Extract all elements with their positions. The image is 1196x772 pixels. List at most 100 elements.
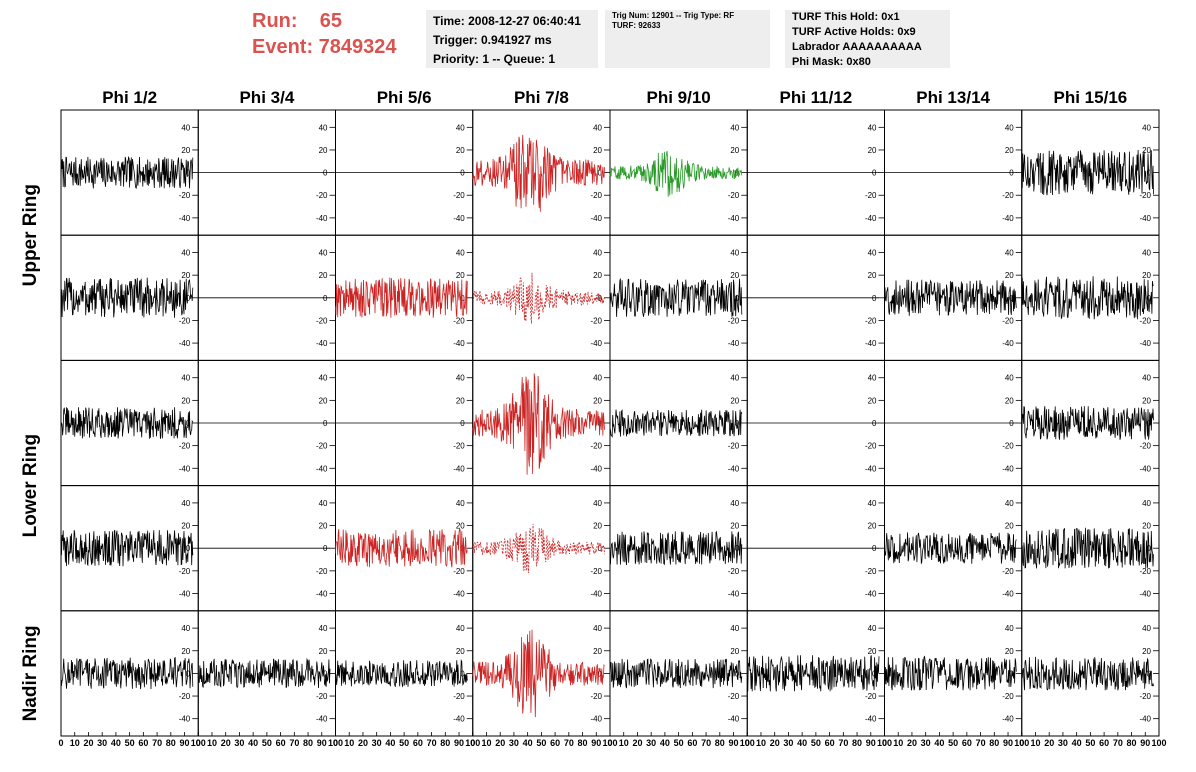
y-tick-label-r1-c6-4: 40: [868, 123, 877, 132]
x-tick-label-c2-4: 40: [248, 738, 258, 748]
y-tick-label-r2-c3-4: 40: [456, 249, 465, 258]
x-tick-label-c3-9: 90: [454, 738, 464, 748]
x-tick-label-c2-0: 0: [196, 738, 201, 748]
y-tick-label-r3-c6-2: 0: [872, 419, 877, 428]
y-tick-label-r5-c5-1: -20: [728, 692, 740, 701]
x-tick-label-c4-1: 10: [481, 738, 491, 748]
x-tick-label-c1-3: 30: [97, 738, 107, 748]
y-tick-label-r2-c1-0: -40: [179, 339, 191, 348]
waveform-r2-c3: [335, 277, 468, 318]
y-tick-label-r3-c3-3: 20: [456, 396, 465, 405]
y-tick-label-r5-c6-4: 40: [868, 624, 877, 633]
x-tick-label-c7-10: 100: [1014, 738, 1029, 748]
y-tick-label-r2-c2-4: 40: [319, 249, 328, 258]
y-tick-label-r2-c5-0: -40: [728, 339, 740, 348]
y-tick-label-r1-c3-0: -40: [453, 214, 465, 223]
x-tick-label-c4-3: 30: [509, 738, 519, 748]
y-tick-label-r2-c2-2: 0: [323, 294, 328, 303]
time-line: Time: 2008-12-27 06:40:41: [433, 14, 581, 28]
y-tick-label-r3-c8-3: 20: [1142, 396, 1151, 405]
y-tick-label-r5-c6-3: 20: [868, 647, 877, 656]
y-tick-label-r1-c6-0: -40: [865, 214, 877, 223]
x-tick-label-c7-8: 80: [989, 738, 999, 748]
x-tick-label-c3-8: 80: [440, 738, 450, 748]
y-tick-label-r1-c3-2: 0: [460, 169, 465, 178]
y-tick-label-r5-c8-2: 0: [1147, 669, 1152, 678]
y-tick-label-r5-c5-3: 20: [730, 647, 739, 656]
column-header-7: Phi 13/14: [916, 88, 990, 107]
x-tick-label-c5-10: 100: [740, 738, 755, 748]
y-tick-label-r5-c1-1: -20: [179, 692, 191, 701]
x-tick-label-c4-10: 100: [602, 738, 617, 748]
y-tick-label-r3-c7-2: 0: [1009, 419, 1014, 428]
y-tick-label-r5-c2-0: -40: [316, 715, 328, 724]
run-event-label: Run: 65 Event: 7849324: [252, 8, 397, 60]
ring-label-2: Lower Ring: [20, 434, 41, 537]
x-tick-label-c4-7: 70: [564, 738, 574, 748]
x-tick-label-c3-3: 30: [372, 738, 382, 748]
y-tick-label-r3-c5-2: 0: [735, 419, 740, 428]
y-tick-label-r4-c3-1: -20: [453, 567, 465, 576]
y-tick-label-r2-c8-2: 0: [1147, 294, 1152, 303]
y-tick-label-r1-c7-1: -20: [1002, 191, 1014, 200]
y-tick-label-r3-c5-1: -20: [728, 442, 740, 451]
y-tick-label-r5-c4-1: -20: [590, 692, 602, 701]
y-tick-label-r2-c4-4: 40: [593, 249, 602, 258]
y-tick-label-r4-c3-0: -40: [453, 589, 465, 598]
y-tick-label-r2-c3-1: -20: [453, 316, 465, 325]
y-tick-label-r4-c5-1: -20: [728, 567, 740, 576]
event-label: Event: 7849324: [252, 36, 397, 58]
y-tick-label-r1-c8-3: 20: [1142, 146, 1151, 155]
y-tick-label-r4-c6-1: -20: [865, 567, 877, 576]
x-tick-label-c3-4: 40: [385, 738, 395, 748]
y-tick-label-r5-c3-4: 40: [456, 624, 465, 633]
column-header-6: Phi 11/12: [779, 88, 852, 107]
y-tick-label-r1-c1-1: -20: [179, 191, 191, 200]
y-tick-label-r2-c5-3: 20: [730, 271, 739, 280]
x-tick-label-c3-10: 100: [465, 738, 480, 748]
waveform-r1-c1: [60, 155, 194, 189]
y-tick-label-r2-c3-2: 0: [460, 294, 465, 303]
x-tick-label-c7-4: 40: [934, 738, 944, 748]
y-tick-label-r5-c6-1: -20: [865, 692, 877, 701]
x-tick-label-c2-5: 50: [262, 738, 272, 748]
x-tick-label-c2-1: 10: [207, 738, 217, 748]
turf-hold-line: TURF This Hold: 0x1: [792, 11, 900, 23]
turf-line: TURF: 92633: [612, 21, 661, 30]
x-tick-label-c2-10: 100: [328, 738, 343, 748]
waveform-r3-c4: [472, 373, 605, 475]
x-tick-label-c1-1: 10: [70, 738, 80, 748]
y-tick-label-r1-c7-3: 20: [1005, 146, 1014, 155]
x-tick-label-c8-2: 20: [1044, 738, 1054, 748]
x-tick-label-c7-3: 30: [921, 738, 931, 748]
turf-active-line: TURF Active Holds: 0x9: [792, 26, 916, 38]
waveform-r4-c3: [335, 528, 468, 568]
x-tick-label-c2-7: 70: [289, 738, 299, 748]
x-tick-label-c6-8: 80: [852, 738, 862, 748]
y-tick-label-r2-c7-3: 20: [1005, 271, 1014, 280]
y-tick-label-r1-c2-3: 20: [319, 146, 328, 155]
x-tick-label-c1-6: 60: [138, 738, 148, 748]
waveform-r5-c5: [609, 658, 743, 689]
y-tick-label-r3-c1-1: -20: [179, 442, 191, 451]
y-tick-label-r4-c4-2: 0: [598, 544, 603, 553]
x-tick-label-c5-7: 70: [701, 738, 711, 748]
x-tick-label-c8-8: 80: [1127, 738, 1137, 748]
x-tick-label-c6-5: 50: [811, 738, 821, 748]
x-tick-label-c5-9: 90: [729, 738, 739, 748]
x-tick-label-c3-5: 50: [399, 738, 409, 748]
x-tick-label-c7-1: 10: [893, 738, 903, 748]
waveform-r2-c7: [884, 279, 1017, 317]
y-tick-label-r1-c4-1: -20: [590, 191, 602, 200]
y-tick-label-r3-c8-4: 40: [1142, 374, 1151, 383]
x-tick-label-c6-1: 10: [756, 738, 766, 748]
y-tick-label-r3-c3-2: 0: [460, 419, 465, 428]
y-tick-label-r4-c5-0: -40: [728, 589, 740, 598]
x-tick-label-c5-1: 10: [619, 738, 629, 748]
y-tick-label-r3-c7-1: -20: [1002, 442, 1014, 451]
y-tick-label-r2-c5-1: -20: [728, 316, 740, 325]
y-tick-label-r3-c7-4: 40: [1005, 374, 1014, 383]
waveform-r4-c5: [609, 530, 743, 566]
x-tick-label-c2-9: 90: [317, 738, 327, 748]
y-tick-label-r1-c6-3: 20: [868, 146, 877, 155]
